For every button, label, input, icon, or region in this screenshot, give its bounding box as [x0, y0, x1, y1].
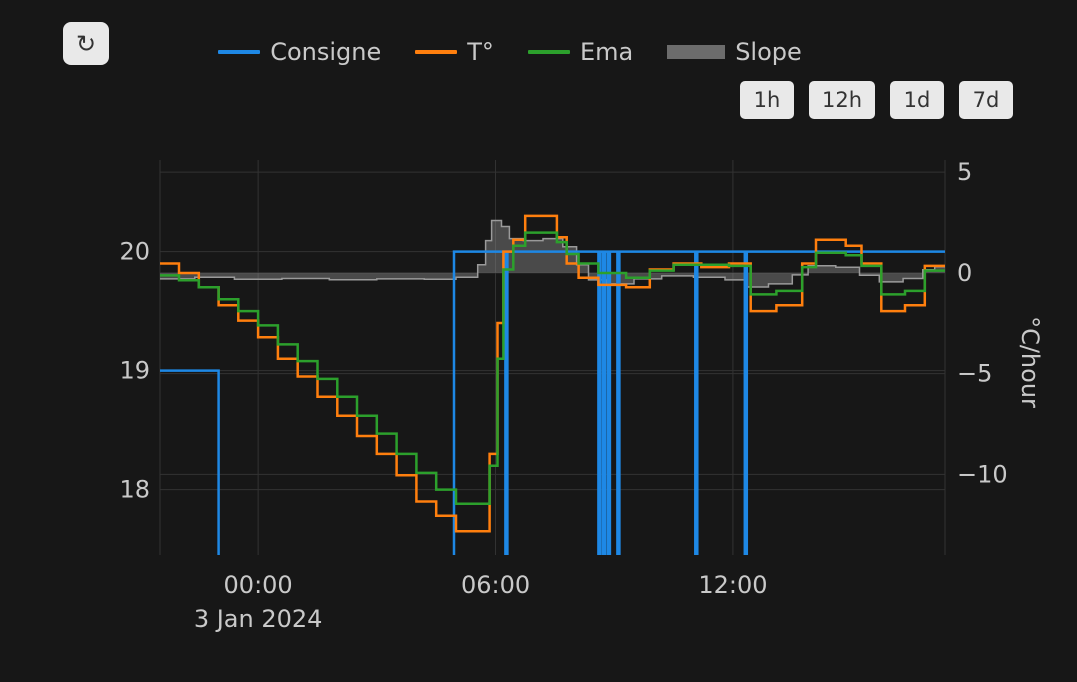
series-line-1 — [160, 214, 945, 533]
chart-legend: Consigne T° Ema Slope — [140, 38, 880, 66]
legend-label-slope: Slope — [735, 38, 802, 66]
range-selector: 1h 12h 1d 7d — [739, 81, 1013, 119]
y-right-tick-label: 5 — [957, 158, 972, 186]
legend-label-temperature: T° — [467, 38, 494, 66]
legend-item-temperature[interactable]: T° — [415, 38, 494, 66]
x-axis-date-label: 3 Jan 2024 — [194, 605, 323, 633]
x-tick-label: 00:00 — [224, 571, 293, 599]
x-tick-label: 12:00 — [698, 571, 767, 599]
y-right-tick-label: −10 — [957, 460, 1008, 488]
x-tick-label: 06:00 — [461, 571, 530, 599]
range-button-7d[interactable]: 7d — [959, 81, 1013, 119]
slope-area-swatch — [667, 45, 726, 59]
slope-area — [160, 220, 945, 287]
slope-line — [160, 219, 945, 288]
legend-item-ema[interactable]: Ema — [527, 38, 634, 66]
range-button-12h[interactable]: 12h — [808, 81, 875, 119]
y-right-axis-title: °C/hour — [1016, 316, 1044, 408]
range-button-1h[interactable]: 1h — [739, 81, 794, 119]
ema-line-swatch — [527, 50, 570, 54]
plot-area[interactable] — [160, 160, 945, 555]
range-button-1d[interactable]: 1d — [890, 81, 944, 119]
legend-label-consigne: Consigne — [270, 38, 382, 66]
legend-label-ema: Ema — [579, 38, 634, 66]
y-left-tick-label: 20 — [119, 238, 150, 266]
refresh-button[interactable]: ↻ — [63, 22, 109, 65]
series-line-0 — [160, 250, 945, 555]
y-right-tick-label: −5 — [957, 360, 992, 388]
temperature-line-swatch — [415, 50, 458, 54]
y-left-tick-label: 18 — [119, 476, 150, 504]
legend-item-slope[interactable]: Slope — [667, 38, 802, 66]
y-right-tick-label: 0 — [957, 259, 972, 287]
consigne-line-swatch — [218, 50, 261, 54]
series-line-2 — [160, 231, 945, 506]
legend-item-consigne[interactable]: Consigne — [218, 38, 381, 66]
y-left-tick-label: 19 — [119, 357, 150, 385]
